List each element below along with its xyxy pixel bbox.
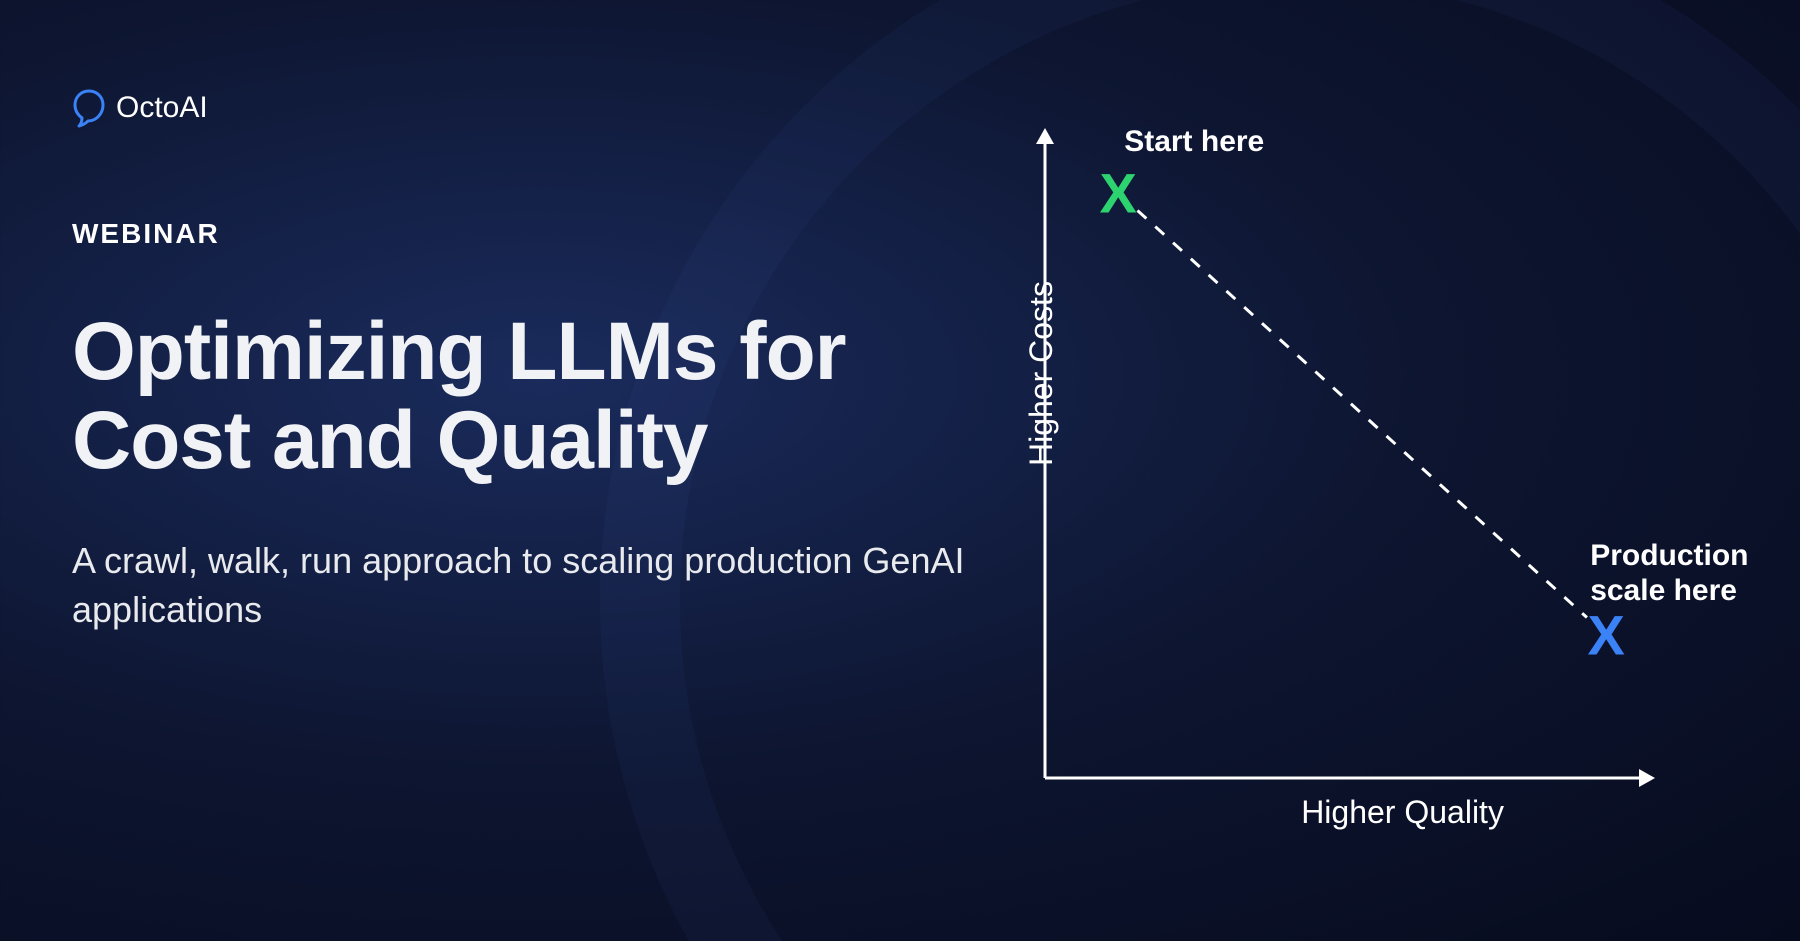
chart-axes: [985, 118, 1685, 838]
marker-label-start: Start here: [1124, 125, 1264, 160]
marker-start: X: [1100, 161, 1137, 226]
eyebrow-label: WEBINAR: [72, 218, 972, 250]
page-title: Optimizing LLMs for Cost and Quality: [72, 308, 972, 485]
marker-label-prod: Production scale here: [1590, 539, 1748, 608]
brand-name: OctoAI: [116, 91, 208, 125]
octoai-logo-icon: [72, 88, 106, 128]
subtitle: A crawl, walk, run approach to scaling p…: [72, 537, 972, 634]
x-axis-label: Higher Quality: [1301, 794, 1504, 831]
y-axis-label: Higher Costs: [1023, 281, 1060, 466]
text-content: WEBINAR Optimizing LLMs for Cost and Qua…: [72, 218, 972, 634]
cost-quality-chart: XStart hereXProduction scale hereHigher …: [985, 118, 1685, 838]
brand-logo: OctoAI: [72, 88, 208, 128]
marker-prod: X: [1588, 603, 1625, 668]
